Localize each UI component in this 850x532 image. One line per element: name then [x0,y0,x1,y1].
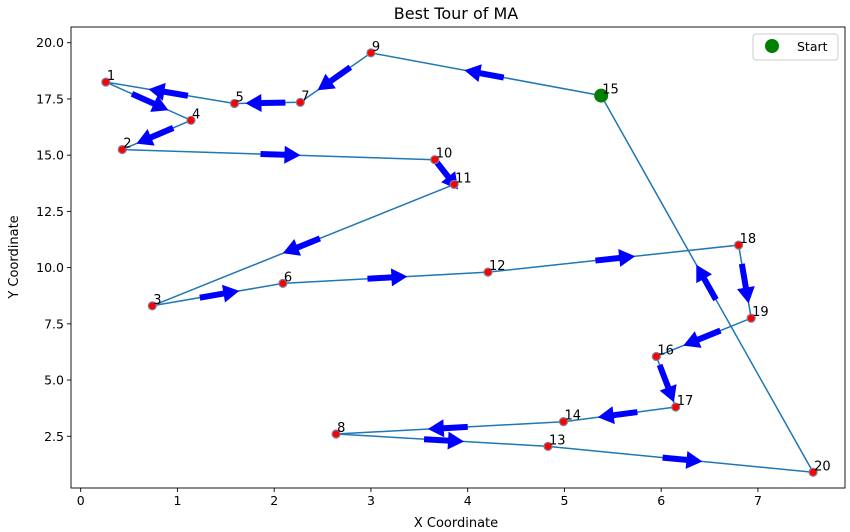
city-label-10: 10 [436,147,453,162]
x-axis-label: X Coordinate [414,516,498,531]
city-label-15: 15 [602,83,619,98]
x-axis-ticks: 0 1 2 3 4 5 6 7 [77,488,762,508]
city-node-4 [186,115,196,125]
y-axis-label: Y Coordinate [7,215,22,299]
x-tick-label-6: 6 [657,493,665,508]
city-label-3: 3 [153,293,161,308]
y-axis-ticks: 2.5 5.0 7.5 10.0 12.5 15.0 17.5 20.0 [36,35,71,444]
city-label-8: 8 [337,421,345,436]
x-tick-label-4: 4 [464,493,472,508]
city-node-14 [558,417,569,427]
x-tick-label-5: 5 [560,493,568,508]
x-tick-label-3: 3 [367,493,375,508]
legend-start-marker [765,39,779,53]
direction-arrows [130,64,755,469]
city-node-10 [430,155,440,165]
city-label-16: 16 [657,343,674,358]
arrow-11-3 [282,235,321,256]
city-label-13: 13 [549,433,566,448]
y-tick-label-17.5: 17.5 [36,91,64,106]
city-node-18 [733,240,744,250]
arrow-14-8 [427,419,468,438]
legend: Start [752,33,839,61]
y-tick-label-15: 15.0 [36,148,64,163]
city-node-7 [295,97,305,107]
city-node-16 [651,351,661,362]
arrow-8-13 [423,431,464,450]
city-label-9: 9 [372,40,380,55]
city-node-13 [543,441,553,451]
city-label-20: 20 [814,459,831,474]
city-node-5 [229,98,240,109]
city-nodes [101,48,818,477]
arrow-15-9 [464,64,505,82]
arrow-19-16 [683,327,722,348]
city-label-14: 14 [564,409,581,424]
arrow-20-15 [696,264,719,302]
arrow-5-1 [148,82,189,101]
arrow-17-14 [597,406,638,425]
arrow-1-4 [130,91,169,112]
arrow-12-18 [595,249,636,267]
x-tick-label-1: 1 [173,493,181,508]
city-node-11 [449,179,459,190]
city-node-8 [331,429,341,439]
city-node-3 [147,301,157,311]
arrow-16-17 [656,363,677,403]
chart-title: Best Tour of MA [394,4,518,23]
city-node-6 [278,278,288,288]
arrow-4-2 [136,125,175,146]
legend-start-label: Start [797,39,828,54]
y-tick-label-20: 20.0 [36,35,64,50]
city-label-6: 6 [284,270,292,285]
city-node-19 [746,313,756,323]
city-node-1 [101,77,111,87]
arrow-7-5 [245,94,286,112]
city-label-17: 17 [677,394,694,409]
arrow-18-19 [737,263,755,304]
city-label-5: 5 [236,90,244,105]
arrow-2-10 [260,145,301,164]
arrow-9-7 [317,64,353,91]
city-node-12 [483,267,493,277]
city-label-11: 11 [455,171,472,186]
city-label-1: 1 [107,69,115,84]
city-node-9 [366,48,376,58]
plot-frame [70,26,846,489]
y-tick-label-7.5: 7.5 [44,316,64,331]
y-tick-label-2.5: 2.5 [44,429,64,444]
x-tick-label-2: 2 [270,493,278,508]
arrow-3-6 [199,284,240,303]
arrow-13-20 [662,451,703,469]
city-label-18: 18 [740,232,757,247]
y-tick-label-5: 5.0 [44,373,64,388]
city-node-20 [808,467,818,477]
city-node-2 [117,144,127,155]
start-node [594,88,609,103]
x-tick-label-7: 7 [754,493,762,508]
y-tick-label-10: 10.0 [36,260,64,275]
arrow-6-12 [367,268,408,287]
city-node-17 [671,402,681,412]
y-tick-label-12.5: 12.5 [36,204,64,219]
x-tick-label-0: 0 [77,493,85,508]
city-label-2: 2 [123,137,131,152]
city-label-7: 7 [301,89,309,104]
city-label-12: 12 [489,259,506,274]
city-label-19: 19 [752,305,769,320]
city-label-4: 4 [192,107,200,122]
